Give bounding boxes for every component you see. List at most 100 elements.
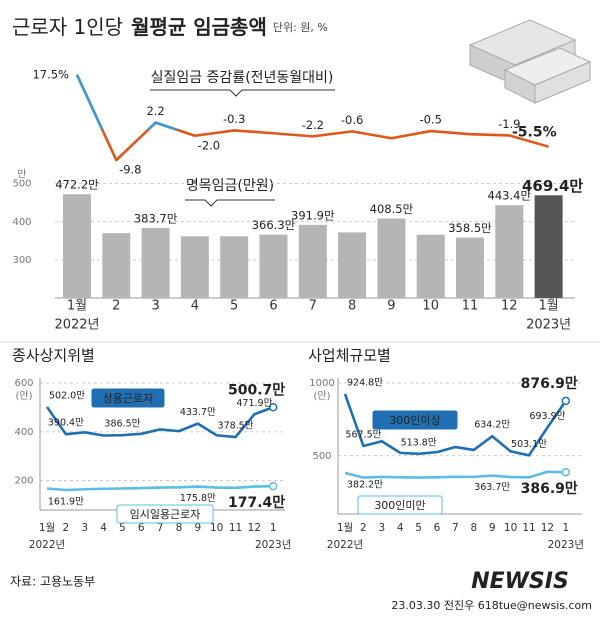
source: 자료: 고용노동부 xyxy=(10,575,95,589)
line xyxy=(344,470,566,479)
x-tick-label: 8 xyxy=(176,522,183,534)
x-sublabel: 2023년 xyxy=(548,539,584,551)
y-tick-label: 400 xyxy=(12,217,31,228)
value-label: 378.5만 xyxy=(218,421,254,432)
value-label: 363.7만 xyxy=(474,482,510,493)
legend-label: 300인미만 xyxy=(374,499,425,512)
x-sublabel: 2022년 xyxy=(54,318,99,333)
legend-label: 상용근로자 xyxy=(103,392,154,405)
line-title: 실질임금 증감률(전년동월대비) xyxy=(151,70,334,86)
x-tick-label: 8 xyxy=(470,522,477,534)
value-label: 161.9만 xyxy=(48,496,84,507)
legend-box xyxy=(116,504,214,524)
bar xyxy=(259,234,288,298)
value-label: 386.9만 xyxy=(521,481,578,497)
annotation-bracket xyxy=(185,199,275,207)
value-label: 471.9만 xyxy=(236,398,272,409)
x-tick-label: 9 xyxy=(489,522,496,534)
x-tick-label: 9 xyxy=(387,299,395,314)
value-label: 500.7만 xyxy=(228,382,285,398)
legend-label: 300인이상 xyxy=(389,414,440,427)
value-label: 443.4만 xyxy=(488,189,532,203)
bar xyxy=(141,227,170,298)
y-tick-label: 300 xyxy=(12,255,31,266)
y-tick-label: 200 xyxy=(14,476,33,487)
x-tick-label: 11 xyxy=(522,522,535,534)
bar xyxy=(534,195,563,298)
x-sublabel: 2023년 xyxy=(255,539,291,551)
end-marker xyxy=(561,467,571,477)
value-label: 386.5만 xyxy=(104,419,140,430)
value-label: 390.4만 xyxy=(48,418,84,429)
x-tick-label: 2 xyxy=(360,522,367,534)
y-tick-label: 400 xyxy=(14,427,33,438)
value-label: 472.2만 xyxy=(55,178,99,192)
line xyxy=(46,484,274,492)
value-label: 17.5% xyxy=(32,67,69,81)
x-tick-label: 1월 xyxy=(337,522,353,534)
x-tick-label: 6 xyxy=(138,522,145,534)
value-label: 177.4만 xyxy=(228,495,285,511)
value-label: 366.3만 xyxy=(252,218,296,232)
x-tick-label: 6 xyxy=(269,299,277,314)
y-unit: 만 xyxy=(17,169,26,181)
annotation-bracket xyxy=(150,89,335,97)
value-label: 503.1만 xyxy=(511,439,547,450)
x-tick-label: 6 xyxy=(434,522,441,534)
x-tick-label: 7 xyxy=(157,522,164,534)
bar xyxy=(456,237,484,298)
value-label: 567.5만 xyxy=(345,429,381,440)
x-tick-label: 1 xyxy=(562,522,569,534)
watermark: NEWSIS xyxy=(471,569,569,594)
x-tick-label: 10 xyxy=(504,522,517,534)
value-label: 924.8만 xyxy=(347,377,383,388)
x-tick-label: 8 xyxy=(348,299,356,314)
bar xyxy=(416,234,445,298)
x-sublabel: 2022년 xyxy=(29,539,65,551)
x-tick-label: 11 xyxy=(462,299,479,314)
x-tick-label: 7 xyxy=(309,299,317,314)
legend-box xyxy=(357,495,443,515)
x-sublabel: 2023년 xyxy=(526,318,571,333)
y-unit: (만) xyxy=(313,390,330,402)
y-tick-label: 1000 xyxy=(309,378,334,389)
x-tick-label: 3 xyxy=(81,522,88,534)
bar-title: 명목임금(만원) xyxy=(186,178,274,194)
x-tick-label: 4 xyxy=(100,522,107,534)
bar xyxy=(63,194,91,298)
bar xyxy=(298,224,327,298)
value-label: -1.9 xyxy=(498,117,520,131)
bar xyxy=(377,218,406,298)
x-tick-label: 12 xyxy=(501,299,518,314)
value-label: 358.5만 xyxy=(448,221,492,235)
x-tick-label: 10 xyxy=(422,299,439,314)
value-label: 383.7만 xyxy=(134,211,178,225)
page-title: 근로자 1인당 월평균 임금총액 단위: 원, % xyxy=(12,15,328,39)
value-label: 175.8만 xyxy=(180,493,216,504)
y-tick-label: 500 xyxy=(12,179,31,190)
bar xyxy=(220,236,249,298)
value-label: -2.0 xyxy=(198,138,220,152)
value-label: -0.3 xyxy=(223,112,245,126)
x-tick-label: 1월 xyxy=(67,299,87,314)
title-bold: 월평균 임금총액 xyxy=(131,15,267,39)
x-tick-label: 12 xyxy=(248,522,261,534)
x-tick-label: 4 xyxy=(397,522,404,534)
credit: 23.03.30 전진우 618tue@newsis.com xyxy=(391,599,592,612)
legend-box xyxy=(91,388,165,408)
x-tick-label: 5 xyxy=(415,522,422,534)
value-label: 408.5만 xyxy=(370,202,414,216)
x-tick-label: 10 xyxy=(210,522,223,534)
value-label: 876.9만 xyxy=(521,376,578,392)
chart-title: 종사상지위별 xyxy=(12,347,95,365)
value-label: -0.6 xyxy=(341,113,363,127)
bar xyxy=(180,236,209,298)
value-label: -0.5 xyxy=(419,113,441,127)
unit-note: 단위: 원, % xyxy=(273,21,328,34)
positive-overlay xyxy=(75,74,240,130)
bar xyxy=(102,233,131,298)
x-tick-label: 2 xyxy=(112,299,120,314)
value-label: 433.7만 xyxy=(180,407,216,418)
